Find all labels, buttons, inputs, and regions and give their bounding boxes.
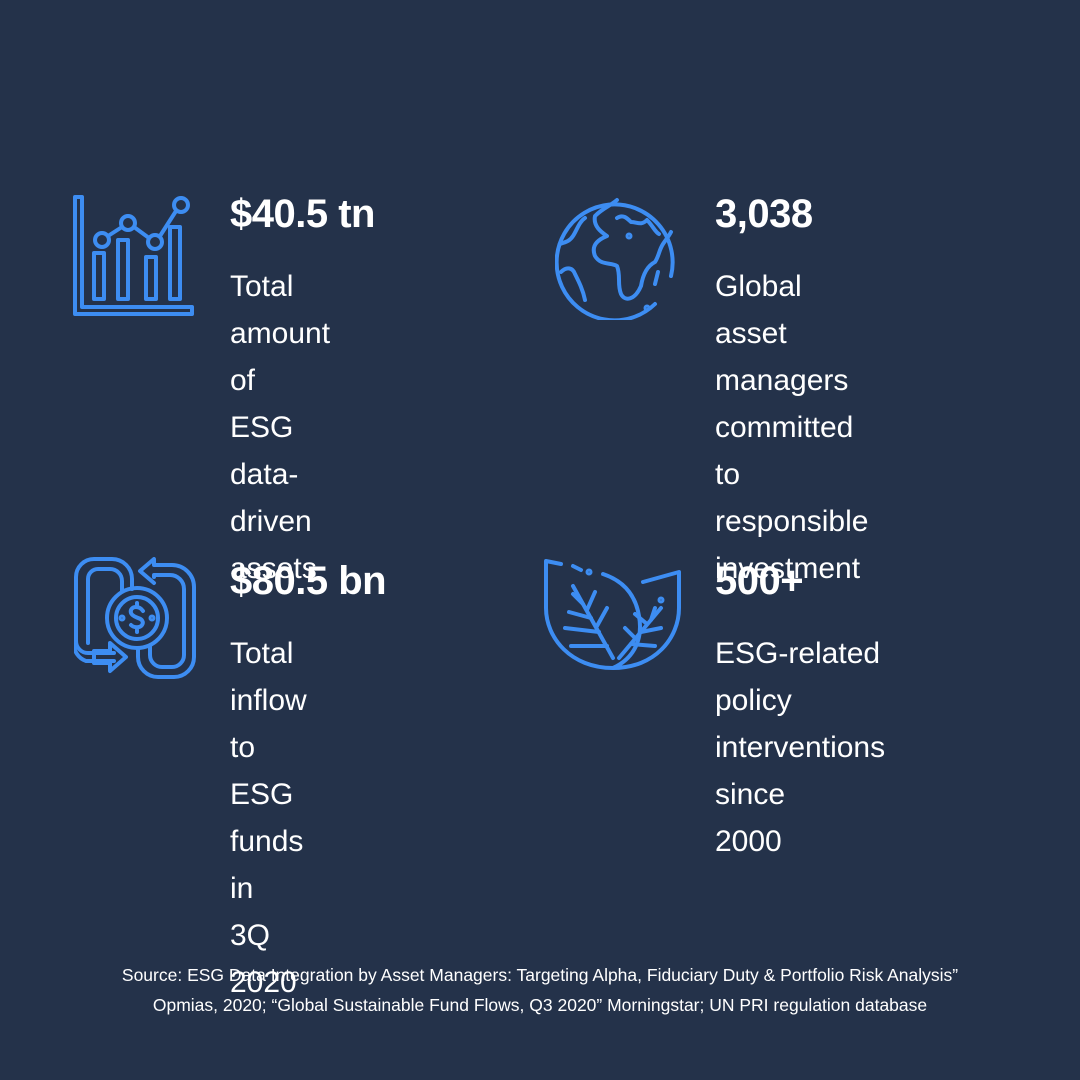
stat-value: $40.5 tn	[230, 192, 375, 236]
stat-value: $80.5 bn	[230, 559, 387, 603]
stat-value: 500+	[715, 559, 804, 603]
bar-line-chart-icon	[72, 195, 194, 317]
stat-description: Global asset managers committed to respo…	[715, 270, 869, 585]
stat-description: Total inflow to ESG funds in 3Q 2020	[230, 637, 307, 999]
globe-icon	[555, 196, 679, 320]
stat-value: 3,038	[715, 192, 813, 236]
source-footnote: Source: ESG Data Integration by Asset Ma…	[0, 960, 1080, 1020]
source-line-1: Source: ESG Data Integration by Asset Ma…	[121, 965, 959, 985]
stat-description: ESG-related policy interventions since 2…	[715, 637, 886, 858]
leaves-icon	[543, 558, 685, 672]
stat-description: Total amount of ESG data-driven assets	[230, 270, 331, 585]
source-line-2: Opmias, 2020; “Global Sustainable Fund F…	[152, 995, 928, 1015]
money-cycle-icon	[74, 557, 198, 679]
